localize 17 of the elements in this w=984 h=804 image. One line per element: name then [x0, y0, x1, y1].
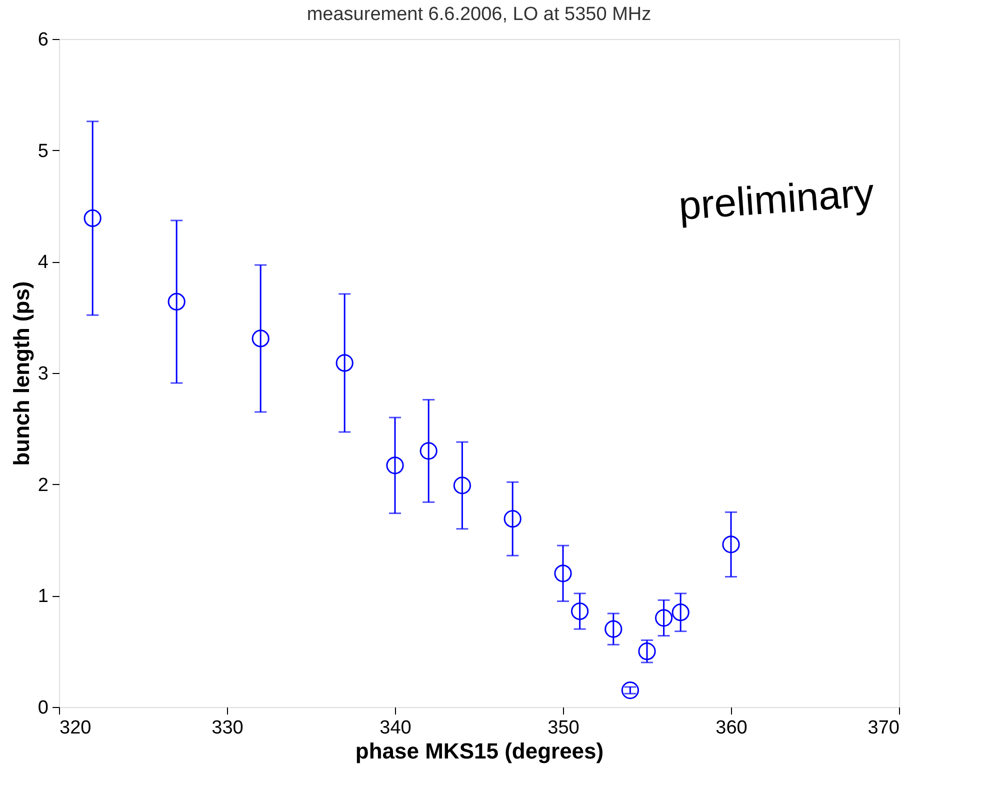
- y-tick-label: 3: [38, 364, 48, 384]
- y-tick-label: 4: [38, 252, 49, 274]
- annotation: preliminary: [677, 171, 876, 229]
- x-tick-label: 360: [716, 718, 748, 738]
- y-axis-title: bunch length (ps): [8, 281, 34, 466]
- x-tick-label: 340: [380, 718, 412, 738]
- y-tick-label: 2: [38, 474, 48, 496]
- y-tick-label: 1: [38, 586, 48, 608]
- x-axis-title: phase MKS15 (degrees): [355, 738, 604, 764]
- y-tick-label: 6: [38, 30, 48, 50]
- chart-title: measurement 6.6.2006, LO at 5350 MHz: [306, 4, 652, 25]
- x-tick-label: 330: [212, 718, 244, 738]
- x-tick-label: 320: [60, 718, 92, 738]
- x-tick-label: 370: [868, 718, 900, 738]
- y-tick-label: 5: [38, 140, 48, 162]
- x-tick-label: 350: [548, 718, 580, 738]
- y-tick-label: 0: [38, 698, 48, 718]
